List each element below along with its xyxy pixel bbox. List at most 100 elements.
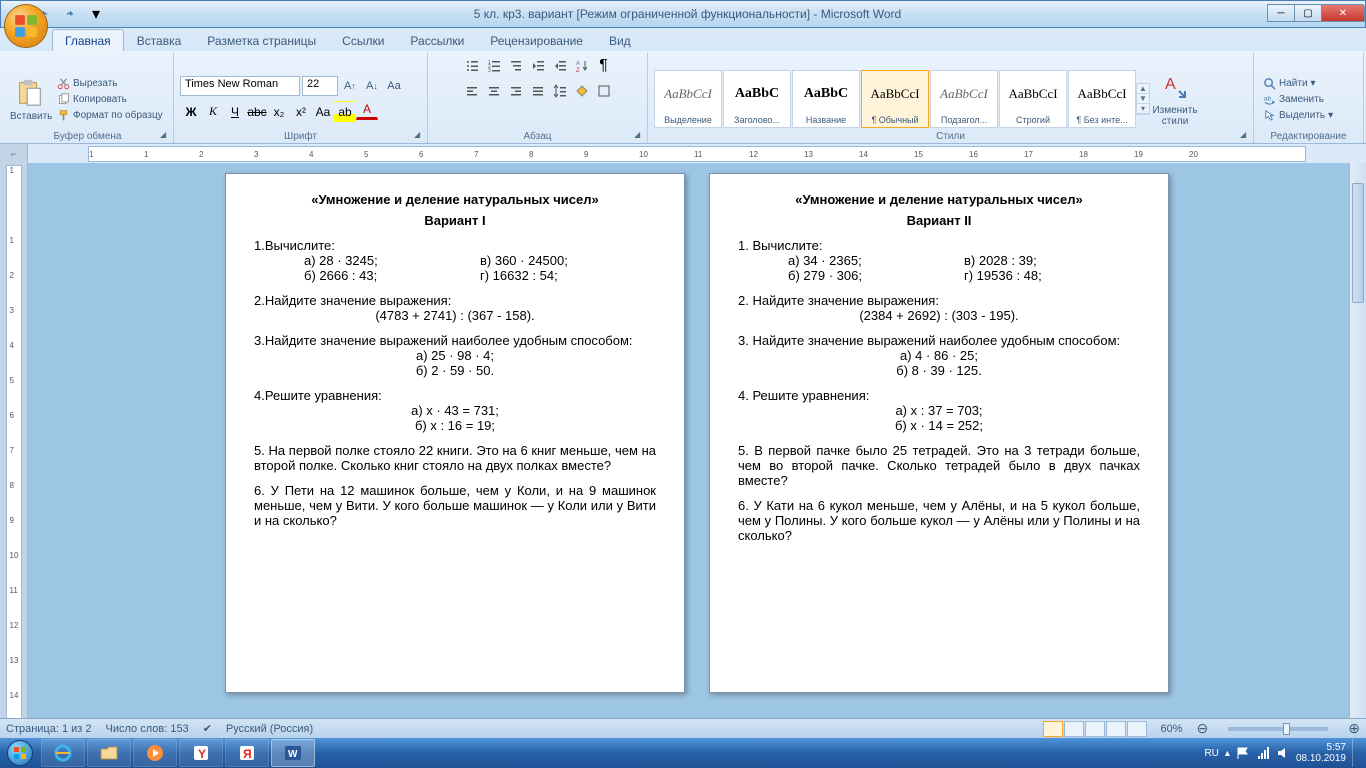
superscript-button[interactable]: x² bbox=[290, 101, 312, 123]
tray-network-icon[interactable] bbox=[1256, 746, 1270, 760]
view-outline[interactable] bbox=[1106, 721, 1126, 737]
multilevel-button[interactable] bbox=[505, 55, 527, 77]
align-right-button[interactable] bbox=[505, 80, 527, 102]
tab-Главная[interactable]: Главная bbox=[52, 29, 124, 51]
office-button[interactable] bbox=[4, 4, 48, 48]
underline-button[interactable]: Ч bbox=[224, 101, 246, 123]
sort-button[interactable]: AZ bbox=[571, 55, 593, 77]
taskbar-ie[interactable] bbox=[41, 739, 85, 767]
copy-button[interactable]: Копировать bbox=[54, 92, 166, 107]
taskbar-yandex2[interactable]: Я bbox=[225, 739, 269, 767]
tab-Ссылки[interactable]: Ссылки bbox=[329, 29, 397, 51]
increase-indent-button[interactable] bbox=[549, 55, 571, 77]
highlight-button[interactable]: ab bbox=[334, 101, 356, 123]
vertical-ruler[interactable]: 11234567891011121314 bbox=[6, 165, 22, 720]
tab-Рецензирование[interactable]: Рецензирование bbox=[477, 29, 596, 51]
strike-button[interactable]: abc bbox=[246, 101, 268, 123]
shading-button[interactable] bbox=[571, 80, 593, 102]
replace-button[interactable]: abЗаменить bbox=[1260, 92, 1336, 107]
clear-format-icon[interactable]: Aa bbox=[384, 76, 404, 96]
horizontal-ruler[interactable]: 11234567891011121314151617181920 bbox=[88, 146, 1306, 162]
format-painter-button[interactable]: Формат по образцу bbox=[54, 108, 166, 123]
view-print-layout[interactable] bbox=[1043, 721, 1063, 737]
page-2[interactable]: «Умножение и деление натуральных чисел» … bbox=[709, 173, 1169, 693]
style-Выделение[interactable]: AaBbCcIВыделение bbox=[654, 70, 722, 128]
taskbar-explorer[interactable] bbox=[87, 739, 131, 767]
pages-scroll[interactable]: «Умножение и деление натуральных чисел» … bbox=[28, 163, 1366, 720]
styles-scroll-down[interactable]: ▼ bbox=[1137, 94, 1149, 104]
tab-Рассылки[interactable]: Рассылки bbox=[397, 29, 477, 51]
italic-button[interactable]: К bbox=[202, 101, 224, 123]
vertical-scrollbar[interactable] bbox=[1349, 163, 1366, 720]
dialog-launcher-clipboard[interactable]: ◢ bbox=[160, 130, 171, 141]
change-case-button[interactable]: Aa bbox=[312, 101, 334, 123]
tray-volume-icon[interactable] bbox=[1276, 746, 1290, 760]
zoom-out-button[interactable]: ⊖ bbox=[1197, 720, 1209, 737]
line-spacing-button[interactable] bbox=[549, 80, 571, 102]
tab-Вставка[interactable]: Вставка bbox=[124, 29, 195, 51]
status-page[interactable]: Страница: 1 из 2 bbox=[6, 723, 92, 735]
ruler-corner[interactable]: ⌐ bbox=[0, 144, 28, 163]
change-styles-button[interactable]: A Изменить стили bbox=[1150, 70, 1200, 129]
tray-show-hidden-icon[interactable]: ▴ bbox=[1225, 748, 1230, 759]
styles-expand[interactable]: ▾ bbox=[1137, 104, 1149, 114]
show-marks-button[interactable]: ¶ bbox=[593, 55, 615, 77]
minimize-button[interactable]: ─ bbox=[1267, 4, 1295, 22]
style-Заголово...[interactable]: AaBbCЗаголово... bbox=[723, 70, 791, 128]
numbering-button[interactable]: 123 bbox=[483, 55, 505, 77]
maximize-button[interactable]: ▢ bbox=[1294, 4, 1322, 22]
justify-button[interactable] bbox=[527, 80, 549, 102]
select-button[interactable]: Выделить ▾ bbox=[1260, 108, 1336, 123]
taskbar-yandex[interactable]: Y bbox=[179, 739, 223, 767]
bullets-button[interactable] bbox=[461, 55, 483, 77]
status-proof-icon[interactable]: ✔ bbox=[203, 722, 212, 735]
view-draft[interactable] bbox=[1127, 721, 1147, 737]
cut-button[interactable]: Вырезать bbox=[54, 76, 166, 91]
zoom-slider[interactable] bbox=[1228, 727, 1328, 731]
tray-lang[interactable]: RU bbox=[1204, 748, 1218, 759]
paste-button[interactable]: Вставить bbox=[8, 74, 50, 124]
dialog-launcher-styles[interactable]: ◢ bbox=[1240, 130, 1251, 141]
styles-scroll-up[interactable]: ▲ bbox=[1137, 84, 1149, 94]
font-name-select[interactable]: Times New Roman bbox=[180, 76, 300, 96]
find-button[interactable]: Найти ▾ bbox=[1260, 76, 1336, 91]
page-1[interactable]: «Умножение и деление натуральных чисел» … bbox=[225, 173, 685, 693]
bold-button[interactable]: Ж bbox=[180, 101, 202, 123]
status-lang[interactable]: Русский (Россия) bbox=[226, 723, 313, 735]
borders-button[interactable] bbox=[593, 80, 615, 102]
taskbar-word[interactable]: W bbox=[271, 739, 315, 767]
zoom-value[interactable]: 60% bbox=[1161, 723, 1183, 735]
align-left-button[interactable] bbox=[461, 80, 483, 102]
zoom-in-button[interactable]: ⊕ bbox=[1348, 720, 1360, 737]
style-Название[interactable]: AaBbCНазвание bbox=[792, 70, 860, 128]
style-¶ Обычный[interactable]: AaBbCcI¶ Обычный bbox=[861, 70, 929, 128]
style-Строгий[interactable]: AaBbCcIСтрогий bbox=[999, 70, 1067, 128]
zoom-slider-thumb[interactable] bbox=[1283, 723, 1290, 735]
tray-flag-icon[interactable] bbox=[1236, 746, 1250, 760]
style-Подзагол...[interactable]: AaBbCcIПодзагол... bbox=[930, 70, 998, 128]
tab-Вид[interactable]: Вид bbox=[596, 29, 644, 51]
grow-font-icon[interactable]: A↑ bbox=[340, 76, 360, 96]
start-button[interactable] bbox=[0, 738, 40, 768]
view-web[interactable] bbox=[1085, 721, 1105, 737]
status-words[interactable]: Число слов: 153 bbox=[106, 723, 189, 735]
close-button[interactable]: ✕ bbox=[1321, 4, 1365, 22]
decrease-indent-button[interactable] bbox=[527, 55, 549, 77]
show-desktop-button[interactable] bbox=[1352, 739, 1360, 767]
window-controls: ─ ▢ ✕ bbox=[1268, 4, 1365, 24]
align-center-button[interactable] bbox=[483, 80, 505, 102]
style-¶ Без инте...[interactable]: AaBbCcI¶ Без инте... bbox=[1068, 70, 1136, 128]
scrollbar-thumb[interactable] bbox=[1352, 183, 1364, 303]
font-color-button[interactable]: A bbox=[356, 101, 378, 120]
dialog-launcher-font[interactable]: ◢ bbox=[414, 130, 425, 141]
subscript-button[interactable]: x₂ bbox=[268, 101, 290, 123]
dialog-launcher-paragraph[interactable]: ◢ bbox=[634, 130, 645, 141]
qat-dropdown-icon[interactable]: ▾ bbox=[85, 3, 107, 25]
taskbar-media[interactable] bbox=[133, 739, 177, 767]
view-full-screen[interactable] bbox=[1064, 721, 1084, 737]
font-size-select[interactable]: 22 bbox=[302, 76, 338, 96]
shrink-font-icon[interactable]: A↓ bbox=[362, 76, 382, 96]
tray-clock[interactable]: 5:57 08.10.2019 bbox=[1296, 742, 1346, 764]
tab-Разметка страницы[interactable]: Разметка страницы bbox=[194, 29, 329, 51]
redo-icon[interactable] bbox=[59, 3, 81, 25]
